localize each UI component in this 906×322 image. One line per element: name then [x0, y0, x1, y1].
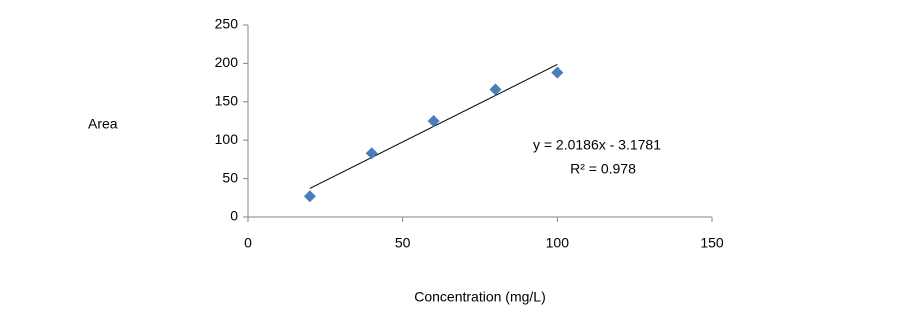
data-point	[303, 190, 316, 203]
x-tick-label: 100	[546, 235, 570, 251]
r-squared: R² = 0.978	[570, 161, 636, 177]
y-tick-label: 250	[215, 16, 239, 32]
x-axis-label: Concentration (mg/L)	[414, 289, 546, 305]
y-axis-label: Area	[88, 116, 118, 132]
y-tick-label: 0	[230, 208, 238, 224]
x-tick-label: 0	[244, 235, 252, 251]
data-point	[427, 115, 440, 127]
y-tick-label: 200	[215, 54, 239, 70]
x-tick-label: 50	[395, 235, 411, 251]
data-point	[551, 66, 564, 79]
y-tick-label: 150	[215, 93, 239, 109]
data-point	[489, 83, 502, 96]
data-point	[365, 147, 378, 160]
equation: y = 2.0186x - 3.1781	[533, 137, 661, 153]
x-tick-label: 150	[700, 235, 724, 251]
y-tick-label: 100	[215, 131, 239, 147]
y-tick-label: 50	[222, 169, 238, 185]
